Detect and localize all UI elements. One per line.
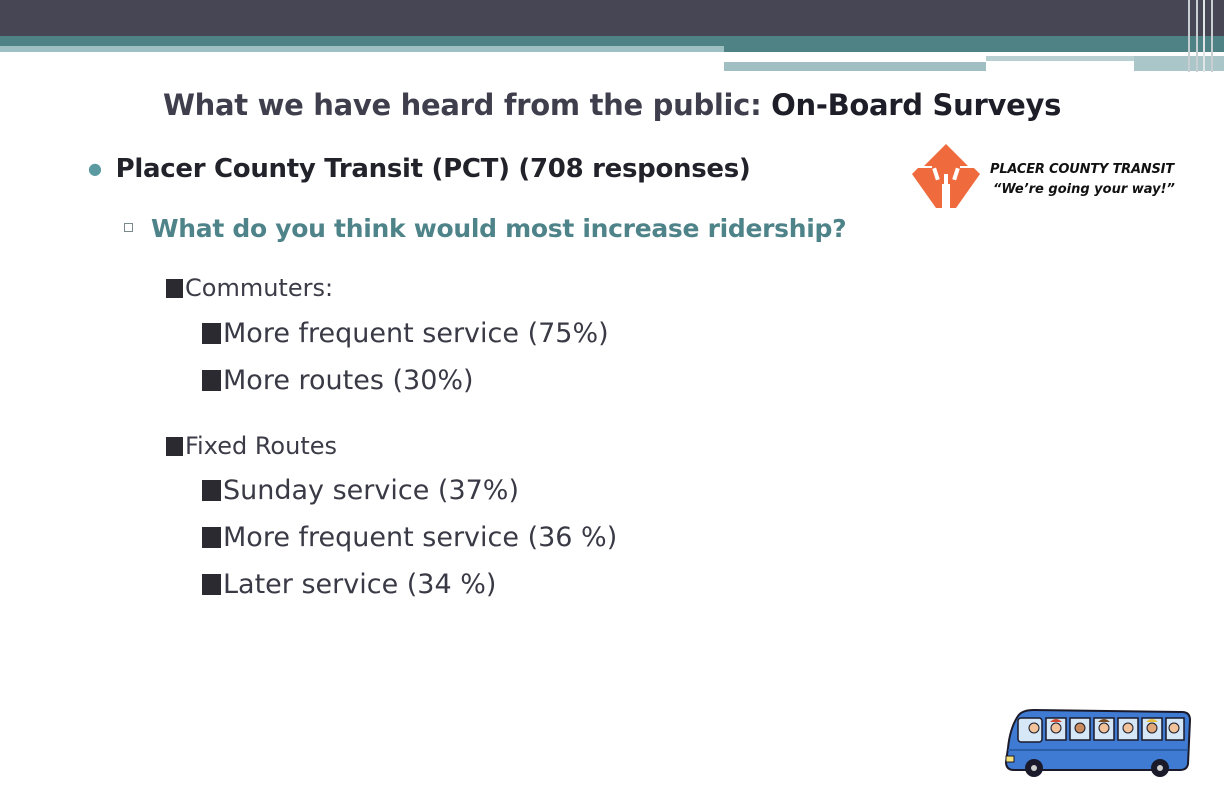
bus-icon [1004,708,1192,777]
bullet-square-icon [124,223,133,232]
list-item-text: Sunday service (37%) [223,475,519,506]
missing-glyph-icon [202,574,221,595]
missing-glyph-icon [202,527,221,548]
header-band-light [724,62,986,71]
header-band-light [986,56,1134,61]
list-item: Later service (34 %) [202,569,496,600]
pct-logo [912,144,980,208]
bullet-level2-text: What do you think would most increase ri… [151,214,847,243]
list-item-text: More frequent service (75%) [223,318,609,349]
group-label-text: Fixed Routes [185,432,337,460]
list-item-text: Later service (34 %) [223,569,497,600]
list-item: More routes (30%) [202,365,474,396]
list-item-text: More frequent service (36 %) [223,522,618,553]
list-item-text: More routes (30%) [223,365,474,396]
slide-title-strong: On-Board Surveys [771,88,1062,122]
header-band-light [0,46,724,52]
list-item: Sunday service (37%) [202,475,519,506]
bus-illustration [1004,708,1192,777]
bullet-level1: ● Placer County Transit (PCT) (708 respon… [88,154,751,184]
slide-title: What we have heard from the public: On-B… [0,88,1224,122]
logo-tagline: “We’re going your way!” [993,182,1175,197]
header-divider-line [1188,0,1190,72]
bullet-level2: What do you think would most increase ri… [124,214,847,243]
missing-glyph-icon [202,480,221,501]
group-label-text: Commuters: [185,274,334,302]
missing-glyph-icon [166,437,183,456]
missing-glyph-icon [202,370,221,391]
logo-name: PLACER COUNTY TRANSIT [990,162,1174,177]
header-band-dark [0,0,1224,36]
header-divider-line [1211,0,1213,72]
road-arrow-icon [912,144,980,208]
header-divider-line [1203,0,1205,72]
header-band-light [1134,56,1224,71]
group-label: Commuters: [166,274,333,302]
list-item: More frequent service (36 %) [202,522,617,553]
group-label: Fixed Routes [166,432,337,460]
missing-glyph-icon [202,323,221,344]
bullet-dot-icon: ● [88,159,102,178]
header-divider-line [1196,0,1198,72]
list-item: More frequent service (75%) [202,318,609,349]
bullet-level1-text: Placer County Transit (PCT) (708 respons… [115,154,751,184]
missing-glyph-icon [166,279,183,298]
slide-title-prefix: What we have heard from the public: [162,88,772,122]
